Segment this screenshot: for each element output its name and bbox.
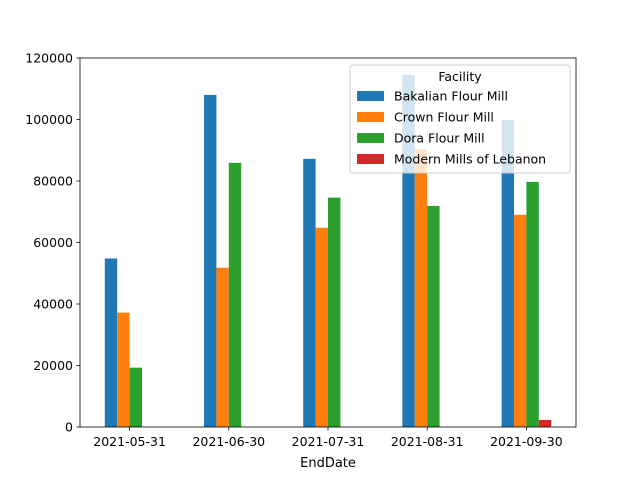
axes-layer: 0 20000 40000 60000 80000 100000 120000 2021-05… — [25, 51, 577, 449]
bar-0-2 — [303, 158, 316, 428]
legend-swatch-3 — [357, 154, 384, 164]
legend-label-1: Crown Flour Mill — [394, 110, 494, 125]
legend: Facility Bakalian Flour Mill Crown Flour M… — [349, 64, 571, 174]
bar-2-2 — [328, 197, 341, 427]
bar-1-3 — [414, 149, 428, 427]
x-tick-label-3: 2021-08-31 — [391, 434, 464, 449]
y-tick-label-6: 120000 — [25, 51, 73, 66]
legend-swatch-2 — [357, 133, 384, 143]
bar-1-1 — [216, 267, 229, 427]
x-tick-label-1: 2021-06-30 — [192, 434, 265, 449]
y-tick-label-0: 0 — [65, 420, 73, 435]
bar-1-4 — [514, 214, 527, 427]
legend-box — [349, 64, 571, 174]
bar-2-4 — [526, 181, 539, 427]
legend-label-0: Bakalian Flour Mill — [394, 89, 508, 104]
bar-2-3 — [427, 205, 440, 427]
y-tick-label-3: 60000 — [33, 235, 73, 250]
legend-swatch-1 — [357, 112, 384, 122]
bar-2-0 — [129, 367, 142, 427]
legend-label-2: Dora Flour Mill — [394, 131, 485, 146]
x-axis-title: EndDate — [300, 456, 356, 471]
bar-3-4 — [538, 419, 552, 427]
legend-swatch-0 — [357, 91, 384, 101]
x-tick-label-4: 2021-09-30 — [490, 434, 563, 449]
bar-1-0 — [117, 312, 130, 427]
y-tick-label-1: 20000 — [33, 358, 73, 373]
legend-title: Facility — [438, 69, 482, 84]
bar-2-1 — [228, 162, 242, 428]
legend-label-3: Modern Mills of Lebanon — [394, 152, 546, 167]
bar-0-0 — [104, 258, 118, 427]
x-tick-label-2: 2021-07-31 — [292, 434, 365, 449]
bars-layer — [104, 74, 552, 428]
bar-1-2 — [315, 227, 328, 427]
bar-0-4 — [501, 120, 514, 428]
bar-0-1 — [204, 94, 217, 428]
y-tick-label-5: 100000 — [25, 112, 73, 127]
y-tick-label-4: 80000 — [33, 174, 73, 189]
y-tick-label-2: 40000 — [33, 297, 73, 312]
x-tick-label-0: 2021-05-31 — [93, 434, 166, 449]
